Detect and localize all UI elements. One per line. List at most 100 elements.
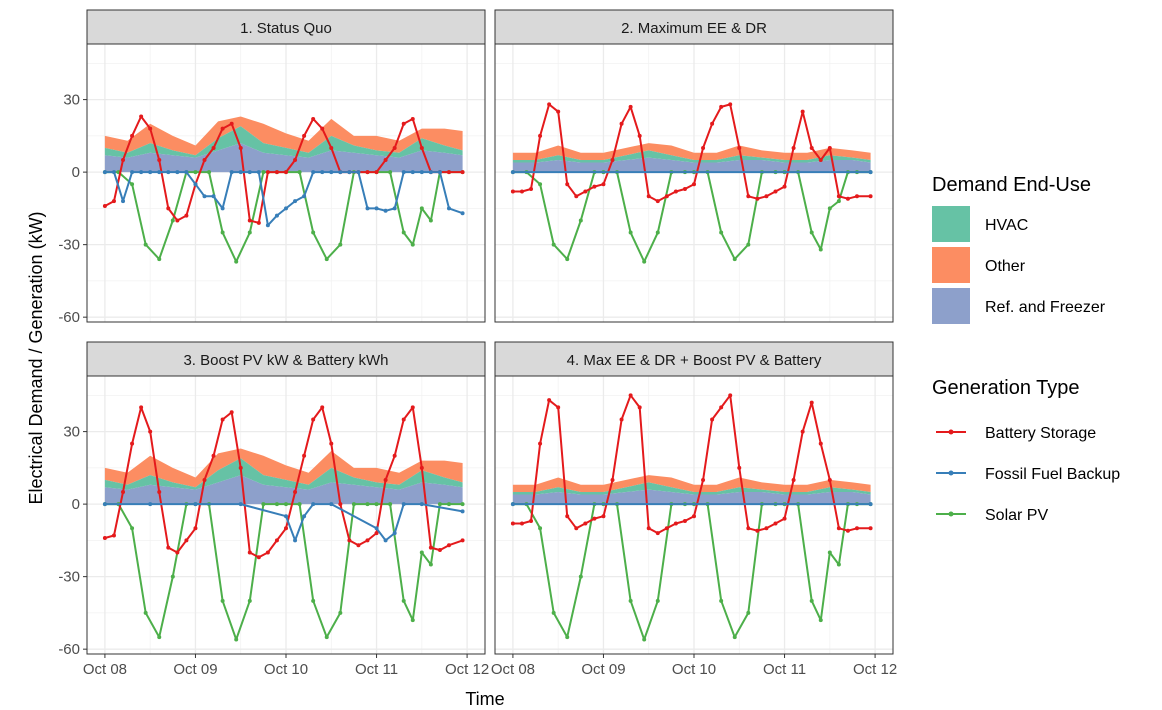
point-fossil-fuel-backup (193, 502, 198, 507)
point-battery-storage (746, 194, 751, 199)
facet-panel: 1. Status Quo -60 -30 0 30 (58, 9, 486, 326)
point-fossil-fuel-backup (130, 170, 135, 175)
line-battery-storage (512, 103, 871, 203)
point-battery-storage (854, 526, 859, 531)
point-solar-pv (437, 502, 442, 507)
legend-label: Other (985, 258, 1026, 275)
point-fossil-fuel-backup (193, 182, 198, 187)
point-solar-pv (388, 170, 393, 175)
point-fossil-fuel-backup (383, 538, 388, 543)
point-battery-storage (311, 417, 316, 422)
point-solar-pv (157, 635, 162, 640)
area-hvac (512, 482, 871, 495)
point-fossil-fuel-backup (329, 170, 334, 175)
point-solar-pv (220, 230, 225, 235)
point-solar-pv (261, 170, 266, 175)
point-fossil-fuel-backup (510, 502, 515, 507)
point-solar-pv (401, 598, 406, 603)
point-fossil-fuel-backup (510, 170, 515, 175)
point-fossil-fuel-backup (265, 223, 270, 228)
point-solar-pv (732, 635, 737, 640)
point-battery-storage (510, 521, 515, 526)
point-battery-storage (728, 393, 733, 398)
line-battery-storage (104, 406, 463, 559)
point-fossil-fuel-backup (868, 502, 873, 507)
point-battery-storage (211, 453, 216, 458)
point-battery-storage (284, 526, 288, 531)
point-fossil-fuel-backup (419, 170, 424, 175)
point-fossil-fuel-backup (284, 206, 288, 211)
point-fossil-fuel-backup (166, 170, 171, 175)
point-battery-storage (728, 102, 733, 107)
point-battery-storage (446, 170, 451, 175)
point-fossil-fuel-backup (302, 194, 307, 199)
point-solar-pv (809, 598, 814, 603)
point-solar-pv (130, 526, 135, 531)
point-fossil-fuel-backup (410, 170, 415, 175)
point-fossil-fuel-backup (102, 170, 107, 175)
x-tick-label: Oct 08 (491, 661, 535, 678)
point-battery-storage (809, 400, 814, 405)
point-battery-storage (673, 189, 678, 194)
point-battery-storage (139, 114, 144, 119)
point-solar-pv (261, 502, 266, 507)
point-battery-storage (347, 538, 352, 543)
facet-strip (86, 9, 486, 45)
x-tick-label: Oct 12 (853, 661, 897, 678)
point-fossil-fuel-backup (238, 170, 243, 175)
point-battery-storage (664, 194, 669, 199)
point-battery-storage (800, 429, 805, 434)
point-battery-storage (202, 477, 207, 482)
point-battery-storage (265, 170, 270, 175)
point-battery-storage (220, 126, 225, 131)
point-solar-pv (419, 550, 424, 555)
point-solar-pv (538, 182, 543, 187)
legend-point (948, 511, 954, 517)
point-solar-pv (157, 257, 162, 262)
point-battery-storage (827, 145, 832, 150)
point-battery-storage (845, 528, 850, 533)
point-battery-storage (365, 170, 370, 175)
line-solar-pv (104, 171, 463, 263)
point-solar-pv (732, 257, 737, 262)
legend-point (948, 429, 954, 435)
point-battery-storage (637, 405, 642, 410)
point-fossil-fuel-backup (302, 514, 307, 519)
point-battery-storage (673, 521, 678, 526)
y-tick-label: 0 (72, 164, 80, 181)
area-ref-and-freezer (512, 157, 871, 173)
point-solar-pv (628, 230, 633, 235)
point-solar-pv (207, 170, 212, 175)
point-battery-storage (211, 145, 216, 150)
point-fossil-fuel-backup (148, 502, 153, 507)
facet-title: 3. Boost PV kW & Battery kWh (183, 352, 388, 369)
point-solar-pv (130, 182, 135, 187)
point-fossil-fuel-backup (446, 206, 451, 211)
point-battery-storage (293, 490, 298, 495)
legend-label: HVAC (985, 217, 1028, 234)
y-tick-label: 0 (72, 496, 80, 513)
point-fossil-fuel-backup (329, 502, 334, 507)
point-battery-storage (845, 196, 850, 201)
point-fossil-fuel-backup (284, 514, 288, 519)
point-battery-storage (460, 538, 465, 543)
point-battery-storage (148, 126, 153, 131)
point-solar-pv (365, 502, 370, 507)
point-battery-storage (229, 121, 234, 126)
point-battery-storage (538, 441, 543, 446)
point-solar-pv (324, 257, 329, 262)
area-hvac (512, 150, 871, 163)
point-solar-pv (143, 242, 148, 247)
point-fossil-fuel-backup (419, 502, 424, 507)
point-solar-pv (388, 502, 393, 507)
point-battery-storage (692, 182, 696, 187)
point-solar-pv (234, 259, 239, 264)
legend-swatch (932, 206, 970, 242)
point-battery-storage (565, 514, 570, 519)
point-battery-storage (529, 187, 534, 192)
point-solar-pv (578, 574, 583, 579)
point-battery-storage (719, 104, 724, 109)
area-other (104, 448, 463, 488)
point-battery-storage (338, 502, 343, 507)
point-battery-storage (410, 116, 415, 121)
